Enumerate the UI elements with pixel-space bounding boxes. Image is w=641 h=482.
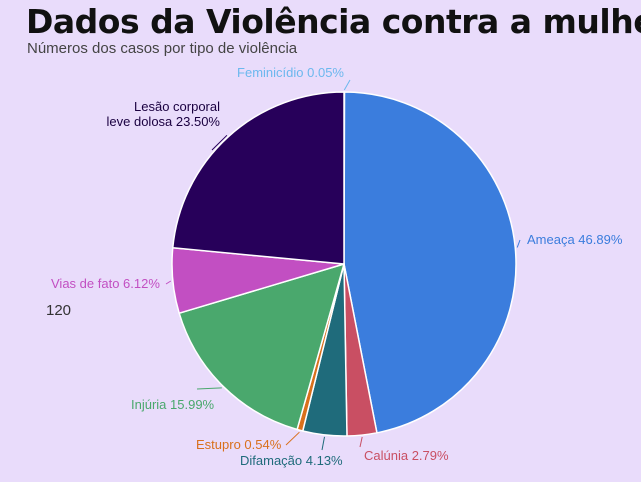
slice-label-difamacao: Difamação 4.13%	[240, 453, 343, 468]
pie-slice-ameaca	[343, 91, 517, 434]
slice-label-calunia: Calúnia 2.79%	[364, 448, 449, 463]
leader-line-calunia	[359, 436, 363, 448]
slice-label-estupro: Estupro 0.54%	[196, 437, 282, 452]
pie-labels: Feminicídio 0.05% Ameaça 46.89% Calúnia 2.…	[51, 65, 623, 468]
slice-label-ameaca: Ameaça 46.89%	[527, 232, 623, 247]
leader-line-estupro	[285, 431, 300, 446]
chart-subtitle: Números dos casos por tipo de violência	[27, 40, 298, 57]
chart-title: Dados da Violência contra a mulher	[26, 2, 641, 41]
slice-label-vias-de-fato: Vias de fato 6.12%	[51, 276, 160, 291]
pie-slice-lesao-corporal-leve-dolosa	[172, 91, 345, 265]
side-number-label: 120	[46, 302, 72, 319]
leader-line-ameaca	[516, 239, 521, 248]
leader-line-injuria	[196, 387, 222, 390]
leader-line-lesao-corporal-leve-dolosa	[211, 134, 228, 151]
pie-slices	[171, 91, 517, 437]
slice-label-feminicidio: Feminicídio 0.05%	[237, 65, 344, 80]
pie-slice-injuria	[178, 263, 345, 431]
leader-line-feminicidio	[343, 79, 351, 91]
leader-line-vias-de-fato	[165, 280, 172, 285]
slice-label-lesao-corporal-leve-dolosa: Lesão corporal leve dolosa 23.50%	[107, 99, 221, 129]
slice-label-injuria: Injúria 15.99%	[131, 397, 215, 412]
leader-line-difamacao	[321, 436, 325, 451]
